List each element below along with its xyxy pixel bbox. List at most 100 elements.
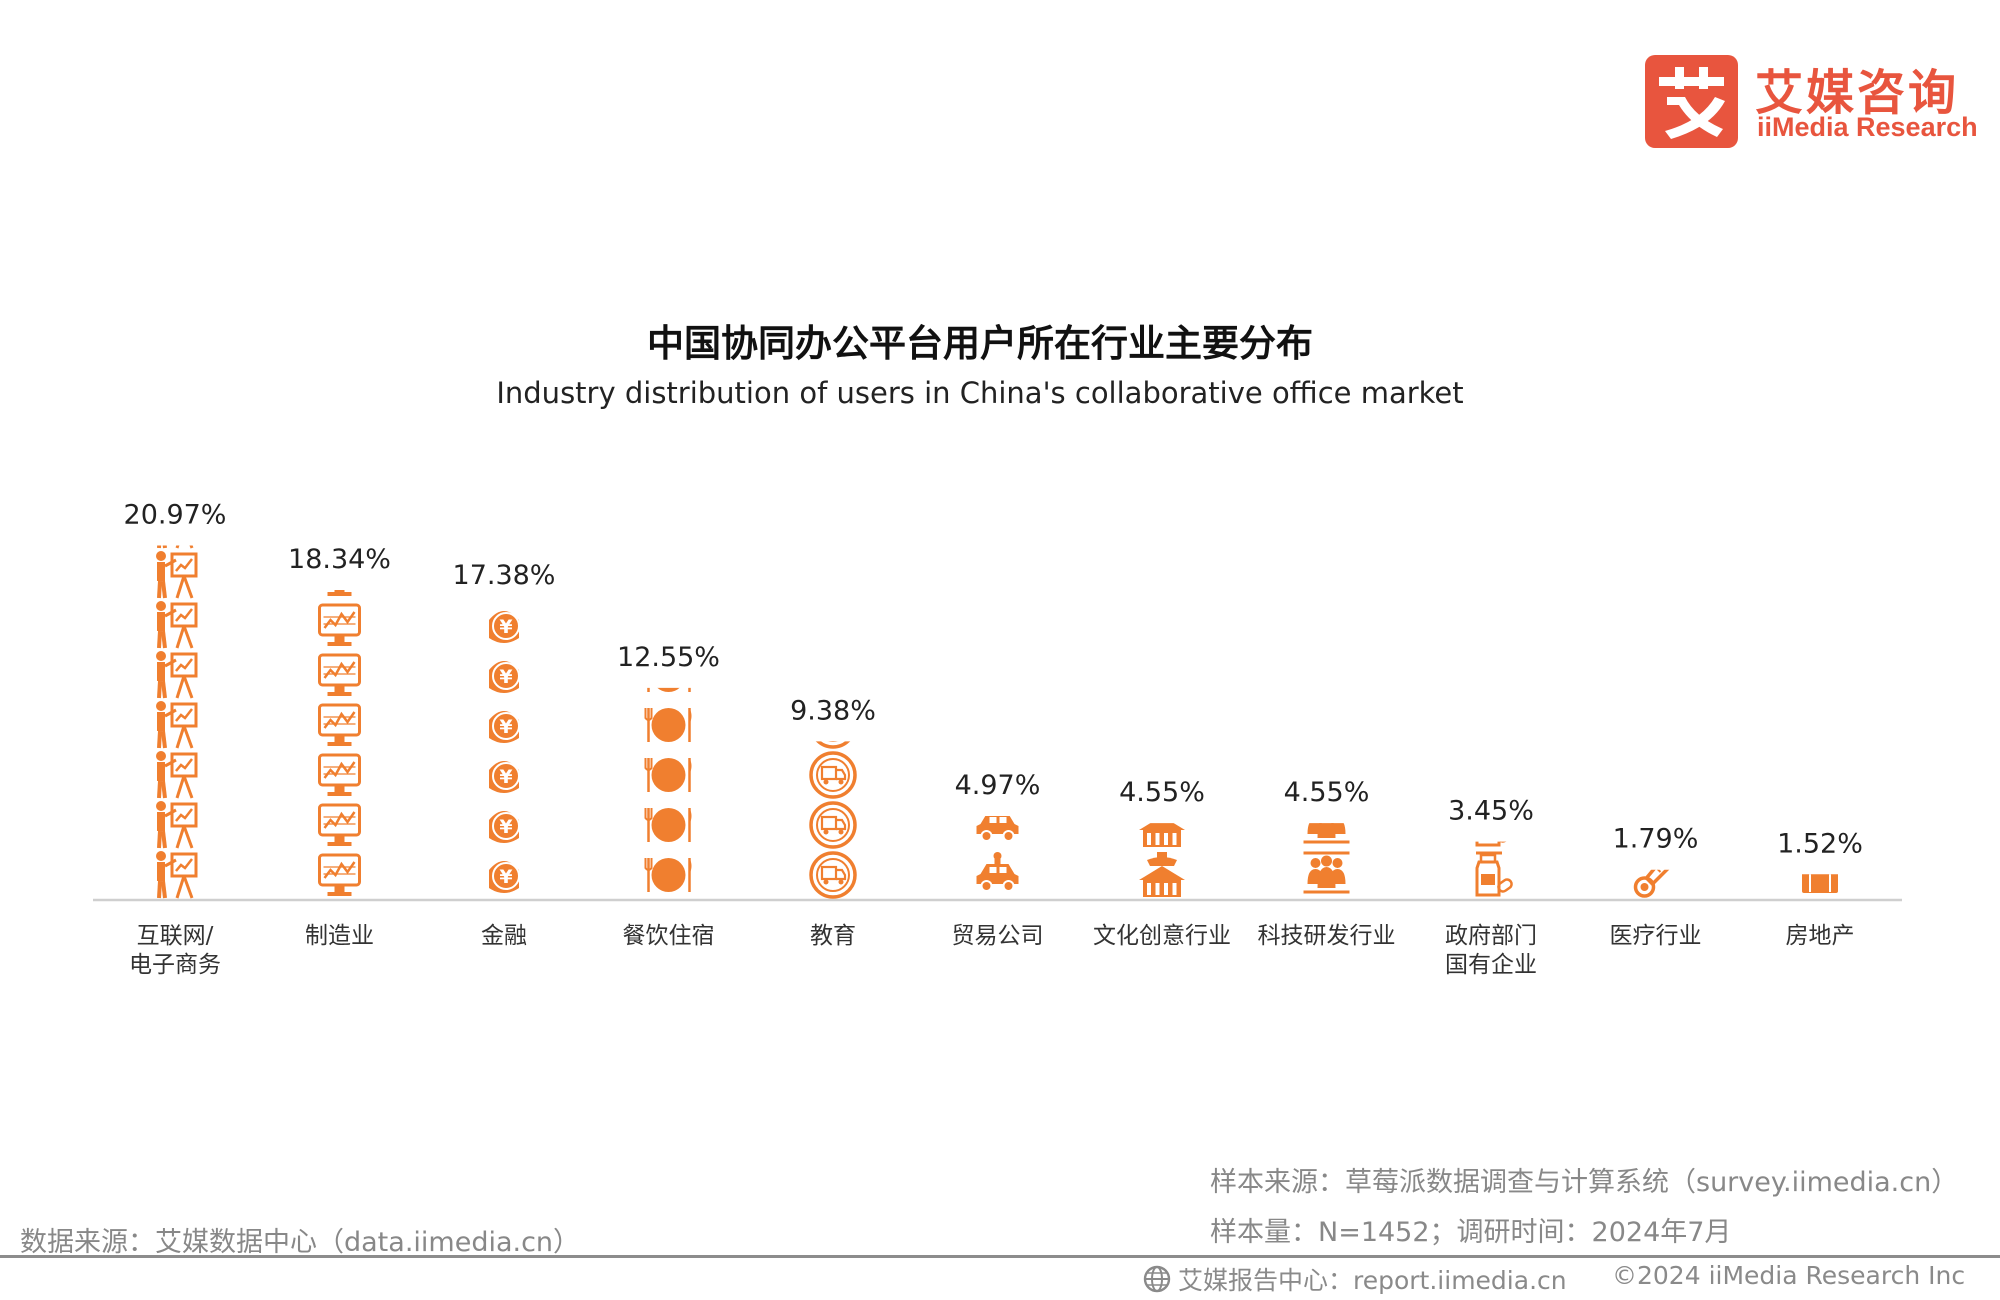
monitor-icon <box>318 853 361 896</box>
bar-11 <box>1802 874 1838 893</box>
monitor-icon <box>327 589 352 596</box>
bottle-icon <box>1475 841 1513 847</box>
category-label: 科技研发行业 <box>1258 923 1396 949</box>
value-label: 4.55% <box>1119 777 1205 808</box>
bottle-icon-stack <box>1475 753 1513 897</box>
category-label: 餐饮住宿 <box>623 923 715 949</box>
bottle-icon <box>1476 753 1513 795</box>
category-label: 医疗行业 <box>1610 923 1702 949</box>
building-icon-stack <box>1139 823 1185 897</box>
report-center-text: 艾媒报告中心：report.iimedia.cn <box>1178 1266 1567 1295</box>
presenter-icon <box>156 451 196 498</box>
people-icon <box>1303 851 1350 894</box>
value-label: 17.38% <box>453 560 556 591</box>
value-label: 4.97% <box>955 770 1041 801</box>
people-icon-stack <box>1303 823 1350 894</box>
monitor-icon <box>318 753 361 796</box>
logo-mark-icon <box>1645 55 1738 148</box>
monitor-icon <box>318 653 361 696</box>
iimedia-logo: 艾媒咨询 iiMedia Research <box>1645 55 1978 150</box>
presenter-icon <box>156 851 198 899</box>
svg-text:¥: ¥ <box>499 766 512 788</box>
presenter-icon <box>156 751 198 799</box>
truck-badge-icon <box>809 801 857 849</box>
coin-icon: ¥ <box>489 861 520 893</box>
truck-badge-icon <box>811 653 855 697</box>
svg-text:¥: ¥ <box>499 616 512 638</box>
copyright-text: ©2024 iiMedia Research Inc <box>1612 1261 1966 1290</box>
globe-icon <box>1143 1265 1171 1293</box>
svg-text:¥: ¥ <box>499 716 512 738</box>
category-label: 文化创意行业 <box>1093 923 1231 949</box>
category-label: 互联网/ <box>137 923 214 949</box>
dining-icon-stack <box>644 687 692 892</box>
monitor-icon-stack <box>318 505 361 896</box>
coin-icon: ¥ <box>489 811 520 843</box>
pictogram-bar-chart: 20.97%互联网/电子商务18.34%制造业¥¥¥¥¥¥¥17.38%金融12… <box>93 451 1902 978</box>
presenter-icon <box>156 701 198 749</box>
bottle-icon <box>1475 851 1513 897</box>
presenter-icon <box>156 601 198 649</box>
coin-icon: ¥ <box>489 761 520 793</box>
presenter-icon <box>156 551 198 599</box>
monitor-icon <box>318 803 361 846</box>
truck-badge-icon <box>815 741 851 749</box>
suitcase-icon <box>1802 874 1838 893</box>
monitor-icon <box>320 505 360 546</box>
value-label: 12.55% <box>617 642 720 673</box>
bar-5 <box>809 653 857 899</box>
bar-2 <box>318 505 361 896</box>
presenter-icon <box>156 801 198 849</box>
bar-6 <box>976 815 1019 892</box>
presenter-icon <box>156 651 198 699</box>
bar-7 <box>1139 823 1185 897</box>
bar-10 <box>1633 869 1670 898</box>
sample-size-note: 样本量：N=1452；调研时间：2024年7月 <box>1210 1217 1732 1248</box>
truck-badge-icon <box>809 751 857 799</box>
value-label: 20.97% <box>124 500 227 531</box>
value-label: 1.79% <box>1613 824 1699 855</box>
dining-icon <box>644 808 692 842</box>
bar-9 <box>1475 753 1513 897</box>
category-label: 教育 <box>810 923 856 949</box>
category-label: 金融 <box>481 923 527 949</box>
truck-badge-icon <box>809 851 857 899</box>
category-label: 制造业 <box>305 923 374 949</box>
car-icon <box>976 815 1019 842</box>
bar-3: ¥¥¥¥¥¥¥ <box>489 611 520 893</box>
category-label: 政府部门 <box>1445 923 1537 949</box>
truck-badge-icon-stack <box>809 653 857 899</box>
logo-name-en: iiMedia Research <box>1757 112 1978 142</box>
dining-icon <box>644 858 692 892</box>
category-label: 房地产 <box>1786 923 1855 949</box>
value-label: 18.34% <box>288 544 391 575</box>
dining-icon <box>644 758 692 792</box>
category-label: 贸易公司 <box>952 923 1044 949</box>
sample-source-note: 样本来源：草莓派数据调查与计算系统（survey.iimedia.cn） <box>1210 1167 1959 1198</box>
svg-text:¥: ¥ <box>499 666 512 688</box>
building-icon <box>1139 852 1185 897</box>
logo-name-cn: 艾媒咨询 <box>1755 65 1960 121</box>
car-icon-stack <box>976 815 1019 892</box>
suitcase-icon-stack <box>1802 874 1838 893</box>
value-label: 9.38% <box>790 695 876 726</box>
footer-divider <box>0 1255 2000 1258</box>
report-center-link[interactable]: 艾媒报告中心：report.iimedia.cn <box>1142 1261 1567 1297</box>
building-icon <box>1139 823 1185 847</box>
chart-title: 中国协同办公平台用户所在行业主要分布 <box>647 322 1313 365</box>
svg-text:¥: ¥ <box>499 866 512 888</box>
coin-icon: ¥ <box>489 711 520 743</box>
coin-icon: ¥ <box>489 661 520 693</box>
category-label: 国有企业 <box>1445 952 1537 978</box>
dining-icon <box>647 687 691 692</box>
chart-subtitle: Industry distribution of users in China'… <box>496 376 1464 410</box>
monitor-icon <box>318 603 361 646</box>
value-label: 3.45% <box>1448 796 1534 827</box>
coin-icon: ¥ <box>489 611 520 643</box>
thermometer-icon <box>1633 869 1670 898</box>
car-icon <box>976 852 1019 892</box>
coin-icon-stack: ¥¥¥¥¥¥¥ <box>489 611 520 893</box>
svg-text:¥: ¥ <box>499 816 512 838</box>
thermometer-icon-stack <box>1633 869 1670 898</box>
bar-4 <box>644 687 692 892</box>
